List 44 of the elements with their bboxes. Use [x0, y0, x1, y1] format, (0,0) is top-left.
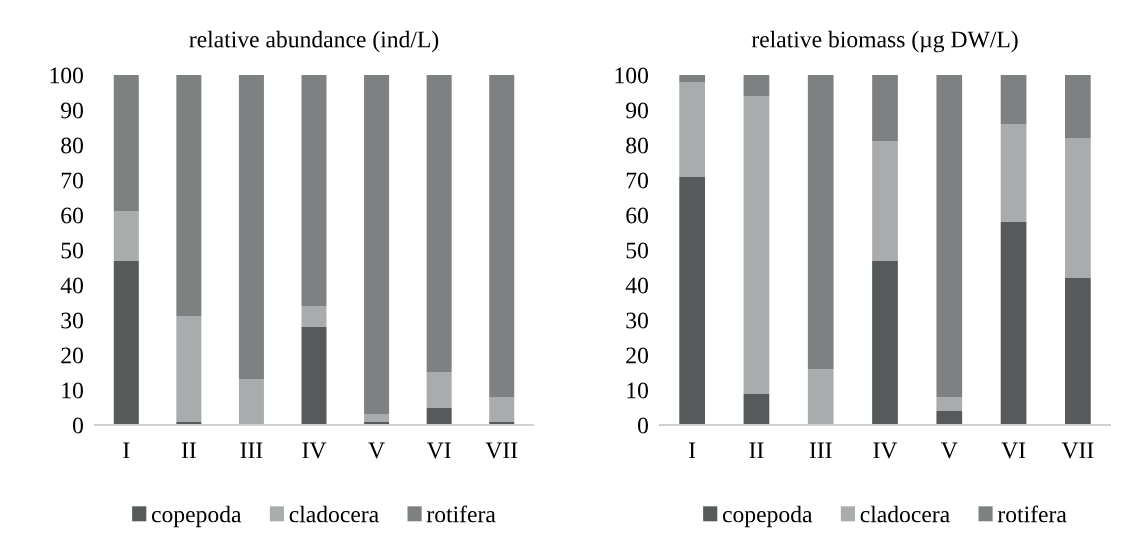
y-tick-label: 30 [61, 312, 83, 329]
y-tick-label: 90 [626, 102, 648, 119]
y-tick-label: 50 [61, 242, 83, 259]
legend-label: rotifera [426, 505, 496, 523]
y-tick-label: 20 [61, 347, 83, 364]
y-tick-label: 10 [627, 382, 648, 399]
y-tick-label: 90 [61, 102, 83, 119]
legend-label: cladocera [289, 505, 379, 523]
x-tick-label: III [240, 442, 263, 459]
y-tick-label: 10 [62, 382, 83, 399]
x-tick-label: IV [302, 442, 327, 459]
y-tick-label: 50 [626, 242, 648, 259]
chart-title: relative abundance (ind/L) [189, 30, 439, 53]
y-tick-label: 20 [626, 347, 648, 364]
y-tick-label: 70 [626, 172, 648, 189]
y-tick-label: 80 [626, 137, 648, 154]
y-tick-label: 100 [50, 67, 83, 84]
y-tick-label: 40 [625, 277, 648, 294]
y-tick-label: 30 [626, 312, 648, 329]
x-tick-label: IV [873, 442, 898, 459]
x-tick-label: II [181, 442, 196, 459]
x-tick-label: V [368, 442, 385, 459]
x-tick-label: VII [1061, 442, 1094, 459]
x-tick-label: VII [485, 442, 518, 459]
x-tick-label: III [809, 442, 832, 459]
x-tick-label: II [749, 442, 764, 459]
x-tick-label: V [941, 442, 958, 459]
x-tick-label: I [689, 442, 696, 459]
y-tick-label: 40 [60, 277, 83, 294]
y-tick-label: 60 [61, 207, 83, 224]
chart-title: relative biomass (µg DW/L) [751, 30, 1018, 53]
y-tick-label: 100 [615, 67, 648, 84]
x-tick-label: VI [426, 442, 451, 459]
x-tick-label: VI [1001, 442, 1026, 459]
legend-label: copepoda [151, 505, 242, 528]
y-tick-label: 80 [61, 137, 83, 154]
legend-label: cladocera [860, 505, 950, 523]
x-tick-label: I [123, 442, 130, 459]
legend-label: rotifera [997, 505, 1067, 523]
y-tick-label: 70 [61, 172, 83, 189]
y-tick-label: 0 [637, 417, 648, 434]
y-tick-label: 0 [72, 417, 83, 434]
y-tick-label: 60 [626, 207, 648, 224]
legend-label: copepoda [722, 505, 813, 528]
